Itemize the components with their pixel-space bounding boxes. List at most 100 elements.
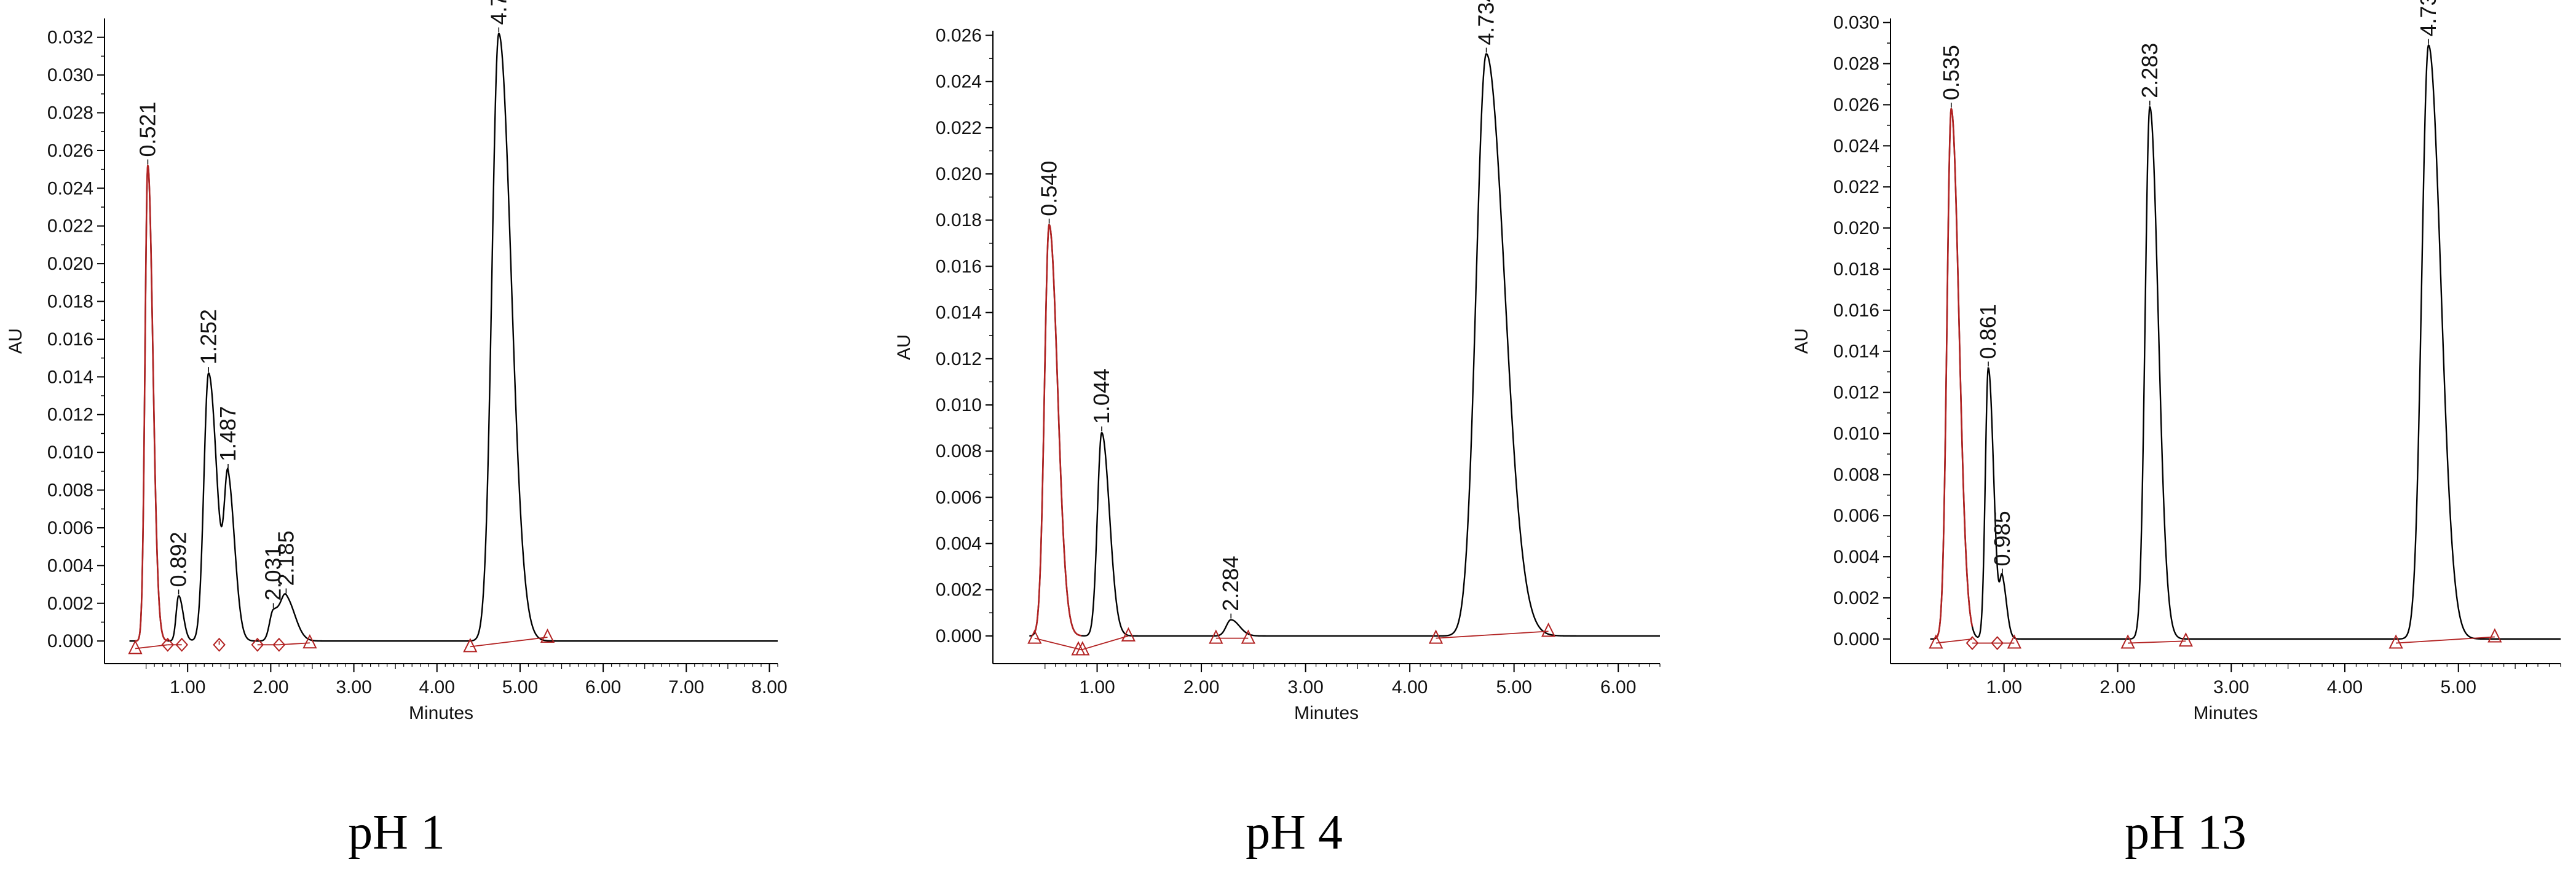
y-tick-label: 0.016 (1833, 300, 1879, 321)
integrated-peak-trace (1033, 224, 1082, 637)
diamond-marker (213, 637, 226, 652)
diamond-marker (161, 637, 175, 652)
x-tick-label: 6.00 (1600, 677, 1636, 697)
chromatogram-panel-ph4: 0.000 0.002 0.004 0.006 0.008 0.010 0.012 0.014… (861, 0, 1691, 891)
peak-label: 0.535 (1938, 45, 1964, 100)
y-tick-label: 0.010 (936, 395, 982, 415)
y-tick-label: 0.004 (1833, 547, 1879, 567)
y-tick-label: 0.012 (47, 405, 93, 425)
integration-baseline (1081, 635, 1129, 651)
triangle-marker (1241, 629, 1255, 644)
y-tick-label: 0.000 (1833, 629, 1879, 650)
chromatogram-trace (129, 32, 778, 642)
y-tick-label: 0.024 (47, 178, 93, 198)
y-tick-label: 0.004 (47, 555, 93, 576)
y-tick-label: 0.012 (936, 349, 982, 369)
y-tick-label: 0.020 (936, 164, 982, 184)
integration-baseline (1935, 638, 1973, 644)
chromatogram-panel-ph1: 0.000 0.002 0.004 0.006 0.008 0.010 0.012 0.014… (0, 0, 799, 891)
y-tick-label: 0.024 (1833, 136, 1879, 156)
x-tick-label: 6.00 (585, 677, 621, 697)
y-tick-label: 0.022 (936, 118, 982, 138)
y-tick-label: 0.018 (1833, 259, 1879, 280)
chromatogram-trace (1930, 44, 2561, 640)
peak-label: 4.744 (486, 0, 511, 25)
x-tick-label: 1.00 (1079, 677, 1115, 697)
peak-label: 2.031 (261, 545, 286, 600)
x-tick-label: 5.00 (1496, 677, 1531, 697)
x-tick-label: 4.00 (1392, 677, 1428, 697)
x-tick-label: 2.00 (1183, 677, 1219, 697)
integration-baseline (470, 637, 548, 648)
triangle-marker (463, 638, 478, 653)
triangle-marker (2178, 632, 2193, 647)
y-tick-label: 0.014 (47, 367, 93, 387)
y-tick-label: 0.006 (47, 518, 93, 538)
peak-label: 0.521 (135, 101, 160, 157)
peak-label: 0.861 (1975, 304, 2001, 359)
panel-caption: pH 1 (348, 806, 445, 860)
triangle-marker (2487, 628, 2502, 643)
integrated-peak-trace (135, 164, 168, 642)
chromatogram-ph13: 0.000 0.002 0.004 0.006 0.008 0.010 0.012 0.014… (1792, 0, 2561, 723)
diamond-marker (272, 637, 286, 652)
y-tick-label: 0.002 (47, 594, 93, 614)
y-tick-label: 0.016 (936, 256, 982, 277)
y-tick-label: 0.010 (47, 442, 93, 463)
y-tick-label: 0.014 (936, 303, 982, 323)
diamond-marker (251, 637, 264, 652)
diamond-marker (1966, 636, 1979, 651)
x-tick-label: 8.00 (751, 677, 787, 697)
x-axis-title: Minutes (409, 703, 473, 723)
y-tick-label: 0.030 (47, 65, 93, 85)
triangle-marker (1027, 629, 1042, 644)
triangle-marker (2120, 634, 2135, 649)
y-tick-label: 0.018 (47, 292, 93, 312)
peak-label: 2.284 (1218, 555, 1243, 611)
y-tick-label: 0.026 (936, 26, 982, 46)
integration-baseline (1436, 630, 1549, 639)
chromatogram-ph4: 0.000 0.002 0.004 0.006 0.008 0.010 0.012 0.014… (894, 0, 1661, 723)
y-tick-label: 0.028 (1833, 54, 1879, 74)
y-tick-label: 0.000 (47, 631, 93, 651)
y-tick-label: 0.022 (1833, 177, 1879, 197)
y-tick-label: 0.020 (47, 254, 93, 274)
triangle-marker (1541, 622, 1556, 637)
diamond-marker (1991, 636, 2004, 651)
x-tick-label: 1.00 (170, 677, 205, 697)
y-tick-label: 0.028 (47, 103, 93, 124)
y-tick-label: 0.026 (1833, 95, 1879, 115)
peak-label: 0.985 (1989, 511, 2015, 566)
x-tick-label: 4.00 (419, 677, 455, 697)
triangle-marker (540, 628, 555, 643)
diamond-marker (175, 637, 189, 652)
y-axis-title: AU (1792, 328, 1812, 354)
integration-baseline (2128, 640, 2186, 644)
triangle-marker (1121, 627, 1136, 642)
x-tick-label: 3.00 (1287, 677, 1323, 697)
panel-caption: pH 4 (1246, 806, 1343, 860)
y-tick-label: 0.002 (1833, 588, 1879, 608)
x-tick-label: 3.00 (2213, 677, 2249, 697)
peak-label: 4.737 (2416, 0, 2441, 36)
peak-label: 1.252 (196, 309, 221, 364)
triangle-marker (128, 640, 143, 654)
chromatogram-trace (1029, 53, 1660, 637)
y-axis-title: AU (6, 328, 26, 354)
panel-caption: pH 13 (2125, 806, 2246, 860)
y-tick-label: 0.010 (1833, 423, 1879, 444)
y-tick-label: 0.030 (1833, 13, 1879, 33)
x-tick-label: 2.00 (2100, 677, 2135, 697)
integrated-peak-trace (1935, 108, 1973, 639)
x-tick-label: 1.00 (1986, 677, 2022, 697)
integration-baseline (1034, 637, 1082, 651)
y-tick-label: 0.012 (1833, 383, 1879, 403)
triangle-marker (1929, 634, 1943, 649)
peak-label: 2.283 (2137, 43, 2162, 98)
y-axis-title: AU (894, 334, 914, 360)
triangle-marker (2007, 634, 2021, 649)
triangle-marker (302, 634, 317, 649)
y-tick-label: 0.014 (1833, 342, 1879, 362)
peak-label: 2.185 (273, 530, 298, 586)
y-tick-label: 0.008 (936, 441, 982, 461)
